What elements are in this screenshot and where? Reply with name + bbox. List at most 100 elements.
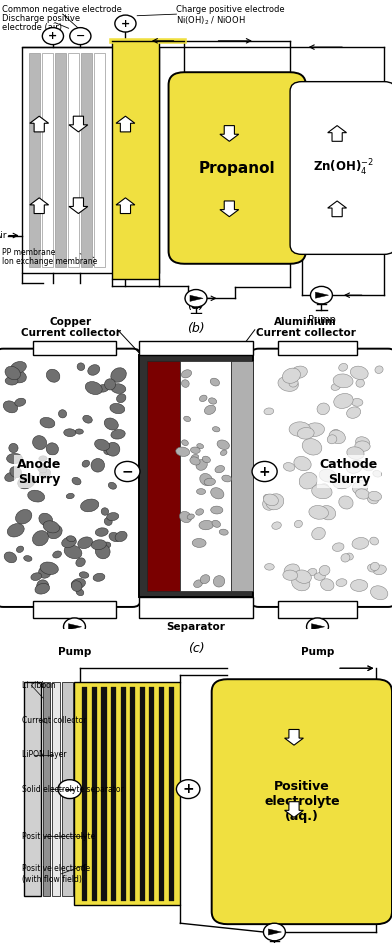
Ellipse shape xyxy=(204,478,216,486)
Ellipse shape xyxy=(263,494,278,505)
Ellipse shape xyxy=(302,438,322,455)
Text: Aluminium
Current collector: Aluminium Current collector xyxy=(256,317,356,339)
Bar xyxy=(68,54,79,267)
Ellipse shape xyxy=(278,376,298,391)
Ellipse shape xyxy=(317,403,329,415)
Ellipse shape xyxy=(289,379,298,387)
Ellipse shape xyxy=(111,384,126,393)
Ellipse shape xyxy=(194,580,203,587)
Ellipse shape xyxy=(266,494,284,510)
Ellipse shape xyxy=(283,571,298,580)
Ellipse shape xyxy=(105,379,116,389)
Ellipse shape xyxy=(91,458,105,472)
Ellipse shape xyxy=(107,513,119,521)
Ellipse shape xyxy=(339,363,348,372)
Polygon shape xyxy=(30,198,49,213)
Ellipse shape xyxy=(88,365,100,375)
Ellipse shape xyxy=(355,441,370,452)
Ellipse shape xyxy=(31,572,42,581)
Ellipse shape xyxy=(375,366,383,373)
Ellipse shape xyxy=(352,460,364,469)
Ellipse shape xyxy=(219,529,228,536)
Ellipse shape xyxy=(43,521,60,533)
Ellipse shape xyxy=(350,366,368,379)
Text: Propanol: Propanol xyxy=(199,160,276,175)
Ellipse shape xyxy=(5,472,16,482)
Bar xyxy=(231,361,253,591)
Bar xyxy=(22,47,159,273)
Ellipse shape xyxy=(192,538,206,548)
Ellipse shape xyxy=(104,418,118,430)
Ellipse shape xyxy=(210,378,220,386)
Text: +: + xyxy=(121,19,130,28)
Ellipse shape xyxy=(263,494,271,502)
Ellipse shape xyxy=(199,521,214,530)
Polygon shape xyxy=(285,730,303,745)
Ellipse shape xyxy=(200,574,210,584)
Text: Zn(OH)$_4^{-2}$: Zn(OH)$_4^{-2}$ xyxy=(312,157,374,178)
Ellipse shape xyxy=(314,572,325,580)
Ellipse shape xyxy=(28,490,45,502)
Ellipse shape xyxy=(291,366,307,378)
Ellipse shape xyxy=(79,571,89,578)
Ellipse shape xyxy=(58,409,67,418)
Ellipse shape xyxy=(294,570,311,584)
Text: Charge positive electrode: Charge positive electrode xyxy=(176,5,285,14)
Ellipse shape xyxy=(101,507,109,515)
Ellipse shape xyxy=(102,542,111,549)
Ellipse shape xyxy=(95,544,110,559)
Ellipse shape xyxy=(217,440,229,450)
Ellipse shape xyxy=(312,527,325,539)
Ellipse shape xyxy=(104,447,115,455)
Ellipse shape xyxy=(67,536,75,541)
Ellipse shape xyxy=(212,426,220,432)
Ellipse shape xyxy=(71,581,82,591)
Ellipse shape xyxy=(197,443,203,449)
Polygon shape xyxy=(285,802,303,818)
Ellipse shape xyxy=(184,416,191,422)
Ellipse shape xyxy=(39,469,51,478)
Text: Copper
Current collector: Copper Current collector xyxy=(21,317,120,339)
Circle shape xyxy=(263,923,285,941)
Ellipse shape xyxy=(264,408,274,415)
Ellipse shape xyxy=(265,564,274,571)
Text: −: − xyxy=(76,31,85,41)
Ellipse shape xyxy=(319,470,336,482)
Bar xyxy=(111,687,116,901)
FancyBboxPatch shape xyxy=(290,82,392,255)
Bar xyxy=(92,687,97,901)
Bar xyxy=(102,687,107,901)
Bar xyxy=(33,340,116,355)
Ellipse shape xyxy=(200,473,212,486)
Ellipse shape xyxy=(211,488,224,499)
FancyBboxPatch shape xyxy=(169,73,306,264)
Text: Li ribbon: Li ribbon xyxy=(22,681,55,690)
Ellipse shape xyxy=(11,361,26,373)
Ellipse shape xyxy=(352,399,363,406)
Text: −: − xyxy=(122,465,133,478)
Text: Pump: Pump xyxy=(307,315,336,325)
Ellipse shape xyxy=(308,569,317,575)
Ellipse shape xyxy=(187,514,194,520)
Ellipse shape xyxy=(47,525,62,538)
Ellipse shape xyxy=(39,455,47,461)
Polygon shape xyxy=(116,198,135,213)
Ellipse shape xyxy=(5,377,18,385)
Ellipse shape xyxy=(15,398,26,406)
Ellipse shape xyxy=(333,374,353,388)
Ellipse shape xyxy=(356,437,370,448)
Polygon shape xyxy=(312,623,325,630)
Bar xyxy=(278,601,357,618)
Ellipse shape xyxy=(76,588,84,596)
Ellipse shape xyxy=(46,370,60,382)
Ellipse shape xyxy=(3,401,18,413)
Text: Solid electrolyte separator: Solid electrolyte separator xyxy=(22,785,123,794)
Ellipse shape xyxy=(35,438,44,447)
Bar xyxy=(62,683,73,896)
Ellipse shape xyxy=(76,558,85,567)
Circle shape xyxy=(64,618,85,636)
Ellipse shape xyxy=(312,484,332,499)
Ellipse shape xyxy=(111,368,126,382)
Ellipse shape xyxy=(109,533,120,541)
Circle shape xyxy=(310,287,332,304)
